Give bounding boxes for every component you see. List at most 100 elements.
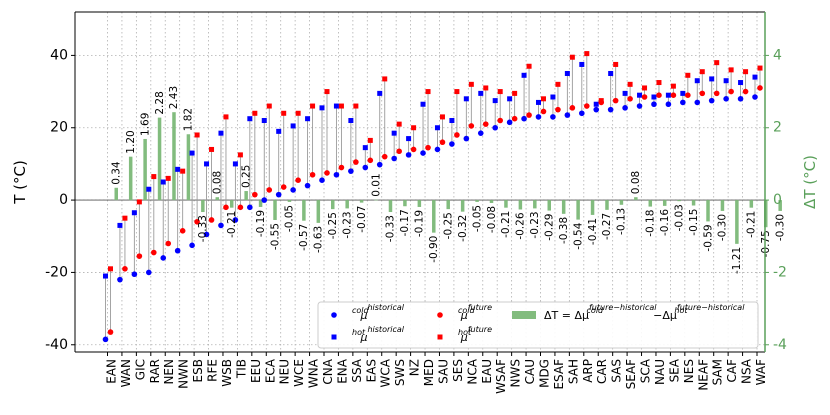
point-cold-historical [694,99,701,106]
point-cold-future [295,177,301,183]
x-tick-label: ARP [581,359,595,383]
point-cold-historical [131,271,138,278]
point-hot-future [743,69,749,75]
point-cold-historical [550,114,556,120]
point-cold-historical [636,103,643,109]
point-hot-historical [146,186,152,192]
delta-t-label: -0.38 [558,217,570,244]
x-tick-label: EAN [105,359,119,384]
delta-t-bar [475,200,479,202]
delta-t-bar [547,200,551,211]
point-hot-future [598,98,604,104]
point-hot-future [310,103,316,109]
point-cold-historical [261,197,268,203]
point-hot-future [108,266,113,272]
point-cold-historical [117,276,123,283]
x-tick-label: SAH [566,359,580,384]
point-hot-historical [333,103,339,109]
delta-t-label: -0.27 [601,213,613,240]
point-hot-historical [738,80,744,86]
point-hot-historical [752,74,758,80]
point-hot-historical [434,125,440,131]
x-tick-label: ESAF [552,359,566,390]
point-cold-future [208,217,215,223]
x-tick-label: SAS [610,359,624,383]
delta-t-bar [114,187,118,201]
delta-t-bar [186,134,191,201]
point-hot-future [237,152,243,158]
point-cold-historical [218,222,224,229]
x-tick-label: SEA [667,358,681,382]
point-hot-future [165,175,171,181]
point-hot-future [613,61,619,67]
point-cold-historical [420,150,426,156]
legend: μhistoricalcold μhistoricalhot μfuturecold… [317,301,759,349]
delta-t-label: 2.43 [168,86,180,109]
delta-t-bars [114,112,782,244]
point-cold-future [396,148,402,155]
y-tick-label: 20 [50,120,68,136]
x-tick-label: NEN [162,359,176,385]
legend-label-delta-t: ΔT = Δμfuture−historicalcold −Δμfuture−hi… [544,303,745,322]
delta-t-label: -0.23 [341,211,353,238]
point-hot-future [714,60,720,66]
delta-t-label: -0.03 [673,204,685,231]
point-cold-future [670,92,677,98]
point-cold-future [309,171,316,178]
x-tick-label: WNA [307,358,321,388]
point-cold-historical [189,242,195,249]
point-hot-historical [204,161,210,167]
point-hot-historical [449,118,455,124]
delta-t-label: 1.69 [139,113,151,136]
point-hot-future [627,81,633,87]
delta-t-bar [662,200,667,206]
point-cold-future [482,121,489,127]
point-hot-future [670,83,676,89]
point-cold-historical [146,269,152,276]
delta-t-bar [215,197,220,201]
x-tick-label: NWS [509,359,523,387]
point-hot-historical [290,123,296,129]
point-hot-future [396,121,402,127]
point-hot-historical [131,210,137,216]
point-cold-future [252,191,258,198]
delta-t-label: -0.05 [471,205,483,232]
point-cold-historical [651,101,657,108]
point-hot-future [541,96,546,102]
point-cold-historical [521,115,527,122]
delta-t-label: -0.19 [414,210,426,237]
point-hot-future [425,89,431,95]
delta-t-label: -0.75 [760,230,772,257]
point-cold-future [439,139,446,146]
x-tick-label: EAS [364,359,378,382]
point-cold-historical [275,191,282,198]
point-hot-future [526,63,532,69]
delta-t-label: -0.41 [587,218,599,245]
point-hot-future [468,81,474,87]
point-cold-historical [203,231,210,238]
delta-t-bar [706,200,710,222]
point-cold-future [540,108,547,115]
delta-t-bar [720,200,725,211]
delta-t-bar [331,200,335,210]
point-cold-future [266,187,273,193]
point-cold-historical [564,112,571,118]
delta-t-bar [504,200,508,208]
x-tick-label: NEU [278,359,292,384]
point-cold-future [641,94,648,100]
point-cold-future [699,90,706,97]
delta-t-label: -0.26 [515,212,527,239]
point-cold-historical [405,152,412,158]
point-hot-future [439,114,445,120]
point-cold-historical [477,130,484,136]
point-hot-historical [492,98,498,104]
point-cold-future [584,103,590,109]
data-points [102,51,763,343]
delta-t-label: 1.20 [125,130,137,153]
point-cold-future [627,96,633,102]
legend-marker-cold-historical [331,312,337,318]
delta-t-bar [201,200,205,213]
point-cold-historical [434,146,441,153]
point-hot-historical [694,78,700,84]
delta-t-bar [576,200,580,220]
